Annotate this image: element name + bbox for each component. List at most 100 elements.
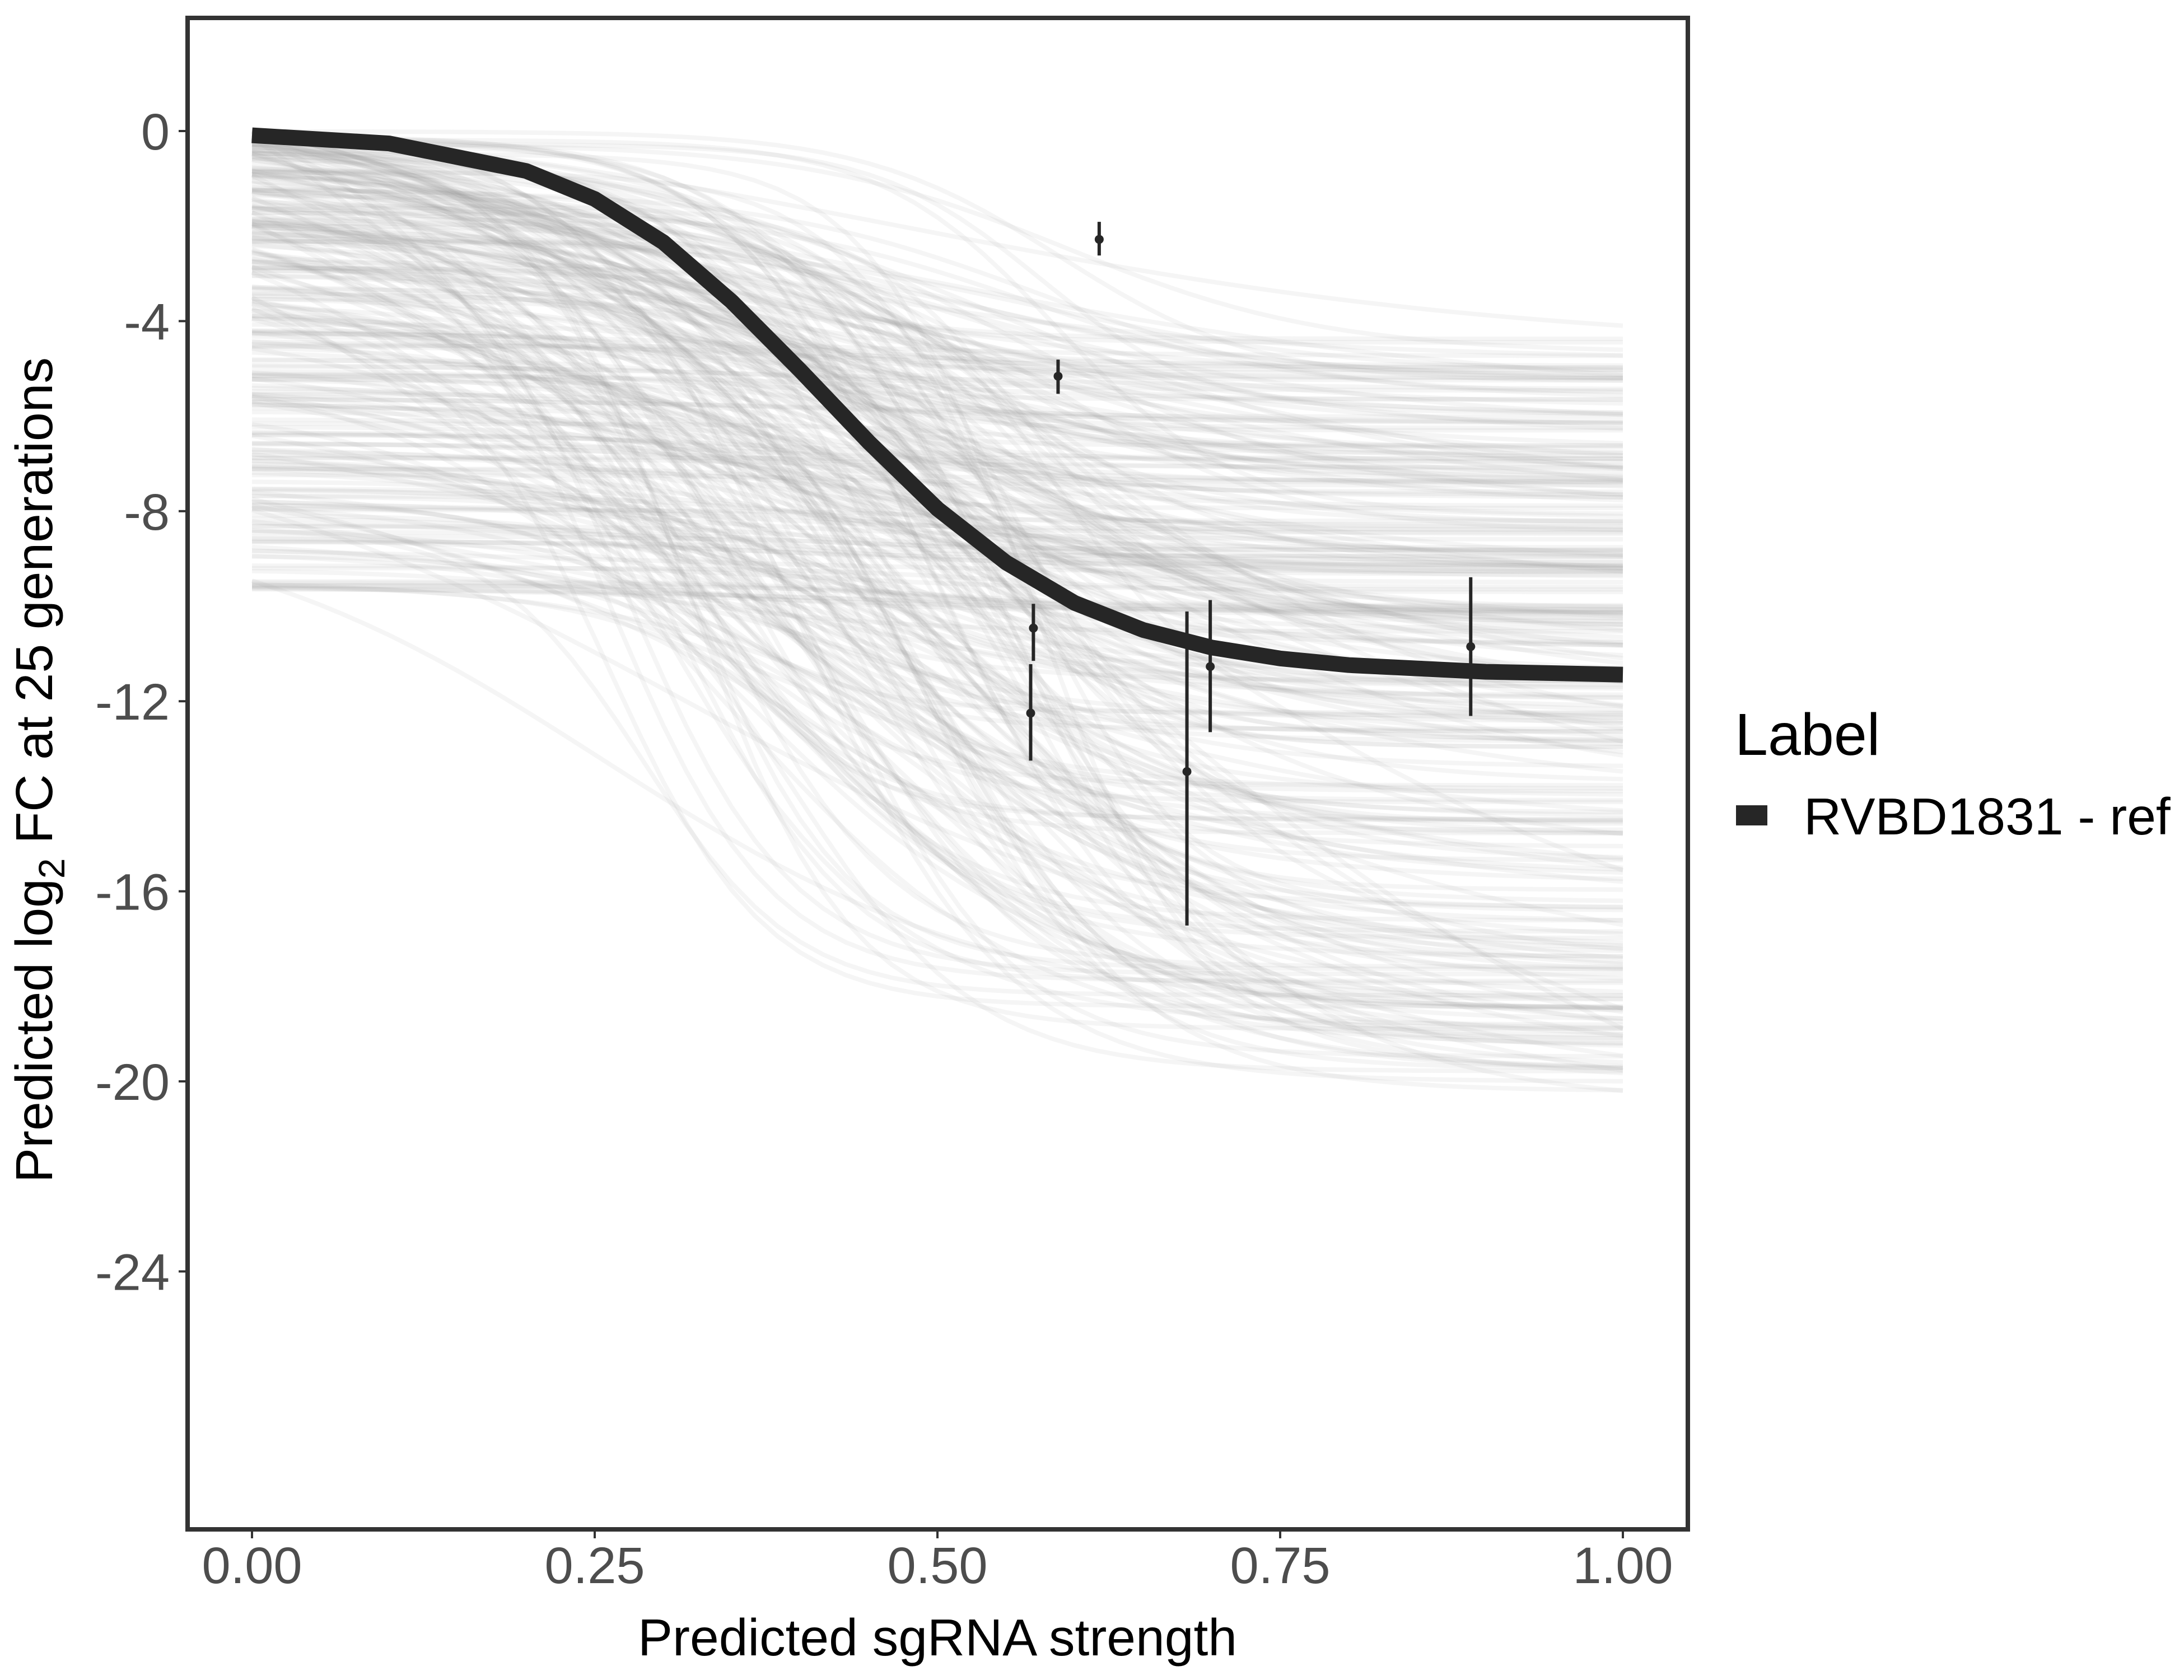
posterior-draw-line — [251, 297, 1623, 448]
posterior-draw-line — [251, 396, 1623, 425]
posterior-draw-line — [251, 442, 1623, 470]
posterior-draw-line — [251, 188, 1623, 398]
posterior-draw-line — [251, 287, 1623, 475]
posterior-draw-line — [251, 132, 1623, 483]
posterior-draw-line — [251, 149, 1623, 746]
posterior-draw-line — [251, 170, 1623, 912]
posterior-draw-line — [251, 394, 1623, 1046]
posterior-draw-line — [251, 370, 1623, 923]
posterior-draw-line — [251, 441, 1623, 469]
posterior-draw-line — [252, 534, 1623, 563]
posterior-draw-line — [251, 273, 1623, 426]
posterior-draw-line — [251, 259, 1623, 557]
posterior-draw-line — [252, 455, 1623, 484]
posterior-draw-line — [251, 199, 1623, 378]
y-tick-label: -20 — [95, 1054, 170, 1111]
posterior-draw-line — [251, 173, 1623, 927]
y-tick-label: -4 — [124, 293, 170, 351]
posterior-draw-line — [251, 249, 1623, 744]
y-axis-title-prefix: Predicted log — [5, 879, 63, 1183]
posterior-draw-line — [251, 386, 1623, 575]
posterior-draw-line — [251, 364, 1623, 393]
posterior-draw-line — [251, 195, 1623, 774]
posterior-draw-line — [251, 221, 1623, 726]
y-axis-title-subscript: 2 — [31, 858, 72, 879]
posterior-draw-line — [251, 536, 1623, 565]
posterior-draw-line — [251, 538, 1623, 567]
posterior-draw-line — [251, 185, 1623, 417]
y-axis-title: Predicted log2 FC at 25 generations — [5, 357, 72, 1183]
posterior-draw-line — [251, 221, 1623, 961]
posterior-draw-line — [251, 142, 1623, 455]
posterior-draw-line — [251, 301, 1623, 687]
posterior-draw-line — [252, 421, 1623, 450]
data-point — [1094, 235, 1104, 244]
posterior-draw-line — [251, 181, 1623, 627]
posterior-draw-line — [251, 239, 1623, 533]
posterior-draw-line — [252, 260, 1623, 524]
posterior-draw-line — [251, 235, 1623, 479]
posterior-draw-line — [251, 188, 1623, 731]
posterior-draw-line — [251, 218, 1623, 568]
posterior-draw-line — [251, 156, 1623, 500]
x-tick-label: 0.25 — [544, 1537, 645, 1594]
posterior-draw-line — [252, 343, 1623, 372]
posterior-draw-line — [251, 157, 1623, 446]
posterior-draw-line — [251, 222, 1623, 983]
posterior-draw-line — [251, 129, 1623, 1014]
posterior-draw-line — [251, 175, 1623, 835]
posterior-draw-line — [251, 524, 1623, 553]
posterior-draw-line — [251, 376, 1623, 645]
posterior-draw-line — [251, 248, 1623, 965]
posterior-draw-line — [252, 206, 1623, 697]
posterior-draw-line — [251, 578, 1623, 1010]
posterior-draw-line — [251, 433, 1623, 724]
posterior-draw-line — [251, 508, 1623, 967]
posterior-draw-line — [251, 223, 1623, 682]
posterior-draw-line — [252, 433, 1623, 461]
posterior-draw-line — [251, 187, 1623, 1030]
posterior-draw-line — [252, 392, 1623, 554]
posterior-draw-line — [251, 302, 1623, 699]
posterior-draw-line — [251, 363, 1623, 391]
posterior-draw-line — [251, 147, 1623, 797]
legend-title: Label — [1735, 702, 1880, 768]
x-axis: 0.00 0.25 0.50 0.75 1.00 — [202, 1532, 1673, 1594]
posterior-draw-line — [251, 305, 1623, 464]
posterior-draw-line — [251, 315, 1623, 684]
posterior-draw-line — [251, 206, 1623, 431]
posterior-draw-line — [251, 228, 1623, 380]
posterior-draw-line — [251, 350, 1623, 462]
posterior-draw-line — [251, 154, 1624, 872]
posterior-draw-line — [251, 210, 1623, 720]
posterior-draw-line — [251, 296, 1623, 375]
posterior-draw-line — [251, 161, 1623, 498]
posterior-draw-line — [251, 144, 1623, 1032]
x-axis-title: Predicted sgRNA strength — [638, 1608, 1237, 1667]
data-point — [1206, 662, 1215, 671]
posterior-draw-line — [251, 344, 1623, 570]
posterior-draw-line — [251, 358, 1623, 972]
posterior-draw-line — [252, 142, 1623, 416]
posterior-draw-line — [251, 357, 1623, 1093]
data-point — [1026, 708, 1035, 718]
posterior-draw-line — [251, 264, 1623, 754]
posterior-draw-line — [251, 342, 1623, 370]
posterior-draw-line — [251, 346, 1623, 1021]
posterior-draw-line — [252, 137, 1623, 516]
posterior-draw-line — [251, 243, 1623, 489]
posterior-draw-line — [251, 295, 1623, 945]
posterior-draw-line — [251, 251, 1623, 715]
posterior-draw-line — [251, 286, 1623, 469]
posterior-draw-line — [251, 152, 1623, 823]
posterior-draw-line — [251, 528, 1623, 936]
posterior-draw-line — [251, 452, 1623, 573]
posterior-draw-line — [251, 461, 1623, 805]
posterior-draw-line — [251, 203, 1623, 909]
posterior-draw-line — [251, 393, 1623, 488]
posterior-draw-line — [251, 221, 1623, 822]
posterior-draw-line — [251, 189, 1623, 500]
posterior-draw-line — [252, 579, 1623, 608]
posterior-draw-line — [251, 431, 1623, 950]
x-tick-label: 0.00 — [202, 1537, 302, 1594]
